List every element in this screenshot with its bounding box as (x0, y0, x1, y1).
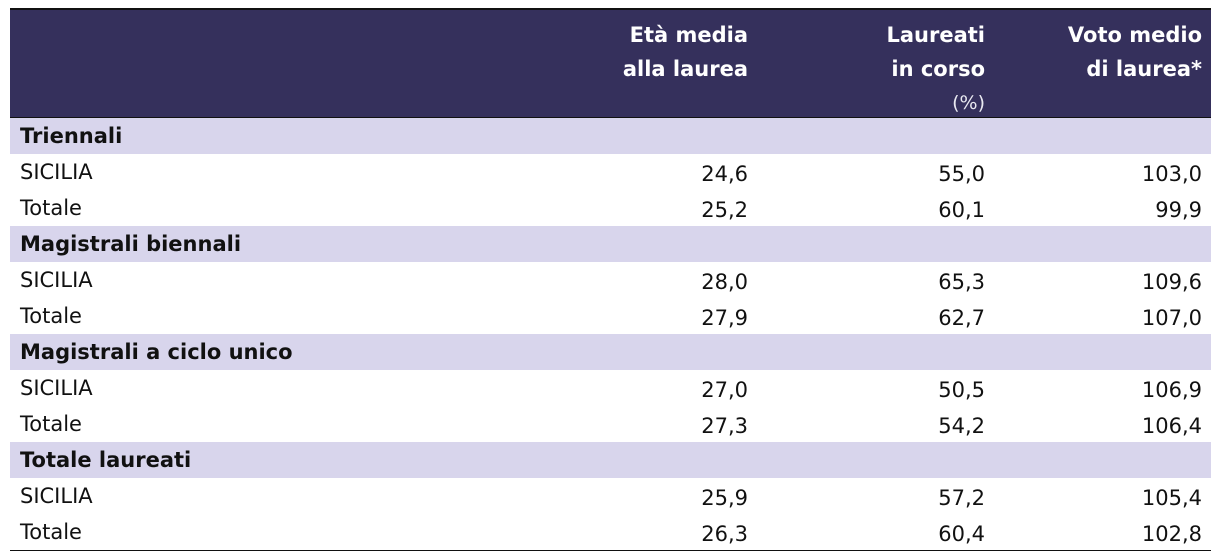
section-row: Magistrali a ciclo unico (10, 334, 1211, 370)
cell-value: 105,4 (1141, 486, 1202, 510)
section-row: Triennali (10, 118, 1211, 154)
header-line: Laureati (886, 23, 985, 47)
cell-value: 55,0 (938, 162, 985, 186)
cell-value: 50,5 (938, 378, 985, 402)
cell-value: 107,0 (1141, 306, 1202, 330)
column-header: Voto medio di laurea* (1068, 18, 1202, 86)
cell-value: 106,4 (1141, 414, 1202, 438)
row-label: SICILIA (20, 484, 93, 508)
section-title: Totale laureati (20, 448, 192, 472)
cell-value: 25,9 (701, 486, 748, 510)
cell-value: 60,4 (938, 522, 985, 546)
section-row: Totale laureati (10, 442, 1211, 478)
cell-value: 26,3 (701, 522, 748, 546)
section-title: Magistrali biennali (20, 232, 242, 256)
column-header: Età media alla laurea (623, 18, 748, 86)
column-header: Laureati in corso (%) (886, 18, 985, 120)
cell-value: 24,6 (701, 162, 748, 186)
row-label: SICILIA (20, 160, 93, 184)
cell-value: 60,1 (938, 198, 985, 222)
row-label: Totale (20, 304, 82, 328)
data-row: Totale 25,2 60,1 99,9 (10, 190, 1211, 226)
cell-value: 27,9 (701, 306, 748, 330)
cell-value: 27,0 (701, 378, 748, 402)
cell-value: 57,2 (938, 486, 985, 510)
cell-value: 54,2 (938, 414, 985, 438)
header-line: alla laurea (622, 57, 748, 81)
header-line: Età media (629, 23, 748, 47)
cell-value: 106,9 (1141, 378, 1202, 402)
row-label: SICILIA (20, 376, 93, 400)
row-label: Totale (20, 196, 82, 220)
row-label: Totale (20, 412, 82, 436)
data-row: Totale 27,3 54,2 106,4 (10, 406, 1211, 442)
header-line: in corso (891, 57, 985, 81)
cell-value: 28,0 (701, 270, 748, 294)
cell-value: 62,7 (938, 306, 985, 330)
section-title: Magistrali a ciclo unico (20, 340, 293, 364)
cell-value: 109,6 (1141, 270, 1202, 294)
cell-value: 65,3 (938, 270, 985, 294)
data-row: SICILIA 28,0 65,3 109,6 (10, 262, 1211, 298)
table-header: Età media alla laurea Laureati in corso (%) V… (10, 8, 1211, 118)
header-line: (%) (952, 92, 985, 114)
row-label: Totale (20, 520, 82, 544)
cell-value: 103,0 (1141, 162, 1202, 186)
cell-value: 99,9 (1155, 198, 1202, 222)
table-body: Triennali SICILIA 24,6 55,0 103,0 Totale 25,2 6… (10, 118, 1211, 551)
row-label: SICILIA (20, 268, 93, 292)
header-line: di laurea* (1086, 57, 1202, 81)
cell-value: 102,8 (1141, 522, 1202, 546)
data-row: SICILIA 27,0 50,5 106,9 (10, 370, 1211, 406)
data-row: Totale 27,9 62,7 107,0 (10, 298, 1211, 334)
cell-value: 25,2 (701, 198, 748, 222)
section-row: Magistrali biennali (10, 226, 1211, 262)
section-title: Triennali (20, 124, 123, 148)
table: Età media alla laurea Laureati in corso (%) V… (10, 8, 1211, 551)
cell-value: 27,3 (701, 414, 748, 438)
data-row: SICILIA 24,6 55,0 103,0 (10, 154, 1211, 190)
data-row: SICILIA 25,9 57,2 105,4 (10, 478, 1211, 514)
data-row: Totale 26,3 60,4 102,8 (10, 514, 1211, 550)
header-line: Voto medio (1067, 23, 1202, 47)
